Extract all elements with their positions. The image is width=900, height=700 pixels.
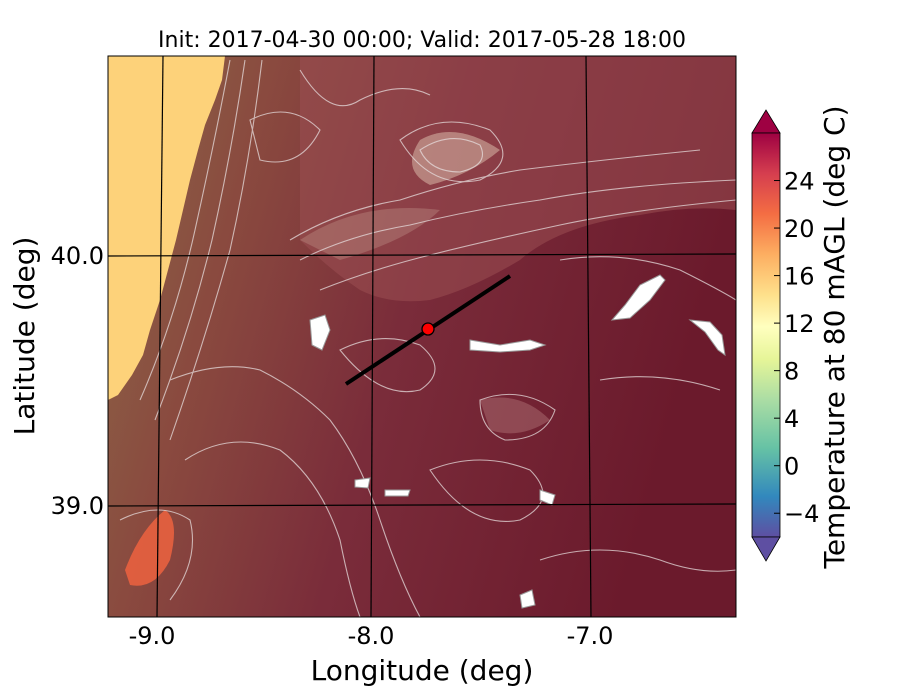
colorbar-tick-label: 0 xyxy=(784,453,799,481)
colorbar-ticks: 24 20 16 12 8 4 0 −4 xyxy=(774,168,819,528)
plateau-region xyxy=(300,56,736,302)
x-axis-label: Longitude (deg) xyxy=(311,654,534,687)
colorbar-min-extension xyxy=(751,536,781,562)
colorbar-max-extension xyxy=(751,109,781,134)
warm-coastal-patch xyxy=(125,510,174,586)
x-tick-label: -9.0 xyxy=(129,622,176,650)
colorbar-tick-label: 16 xyxy=(784,263,815,291)
colorbar-tick-label: 12 xyxy=(784,310,815,338)
colorbar-tick-label: 20 xyxy=(784,215,815,243)
colorbar-tick-label: 4 xyxy=(784,405,799,433)
colorbar-label: Temperature at 80 mAGL (deg C) xyxy=(818,105,851,569)
location-marker xyxy=(421,322,435,336)
y-tick-label: 39.0 xyxy=(51,492,104,520)
map-frame xyxy=(107,55,737,618)
map-title: Init: 2017-04-30 00:00; Valid: 2017-05-2… xyxy=(158,28,686,53)
map-area xyxy=(108,56,736,617)
y-tick-label: 40.0 xyxy=(51,242,104,270)
colorbar-tick-label: −4 xyxy=(784,500,819,528)
x-tick-label: -8.0 xyxy=(348,622,395,650)
missing-data-patches xyxy=(309,274,726,609)
y-axis-label: Latitude (deg) xyxy=(8,237,41,436)
x-tick-label: -7.0 xyxy=(567,622,614,650)
graticule xyxy=(108,56,736,617)
ridge-highlight-3 xyxy=(480,397,550,434)
colorbar-body xyxy=(751,132,781,538)
ocean-region xyxy=(108,56,225,400)
contour-lines xyxy=(119,59,736,617)
colorbar-tick-label: 8 xyxy=(784,358,799,386)
colorbar-tick-label: 24 xyxy=(784,168,815,196)
ridge-highlight xyxy=(412,132,500,185)
colorbar: 24 20 16 12 8 4 0 −4 xyxy=(751,109,819,562)
